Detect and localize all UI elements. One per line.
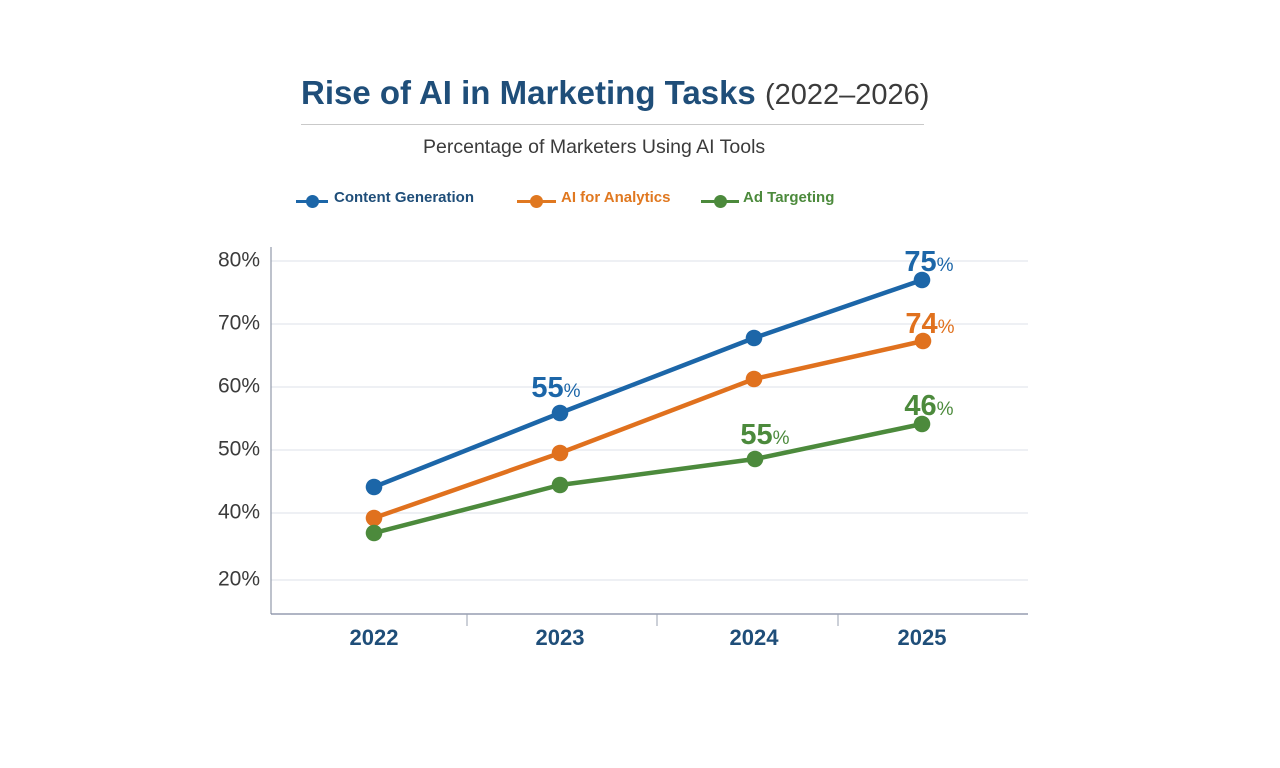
svg-text:46%: 46% (904, 390, 953, 422)
svg-text:2023: 2023 (536, 625, 585, 650)
svg-text:74%: 74% (905, 308, 954, 340)
svg-text:75%: 75% (904, 246, 953, 278)
svg-text:55%: 55% (740, 419, 789, 451)
svg-text:50%: 50% (218, 438, 260, 461)
svg-text:60%: 60% (218, 375, 260, 398)
svg-text:80%: 80% (218, 249, 260, 272)
svg-text:2022: 2022 (350, 625, 399, 650)
svg-text:20%: 20% (218, 568, 260, 591)
svg-text:55%: 55% (531, 372, 580, 404)
svg-text:40%: 40% (218, 501, 260, 524)
svg-text:70%: 70% (218, 312, 260, 335)
svg-text:2024: 2024 (730, 625, 780, 650)
svg-text:2025: 2025 (898, 625, 947, 650)
